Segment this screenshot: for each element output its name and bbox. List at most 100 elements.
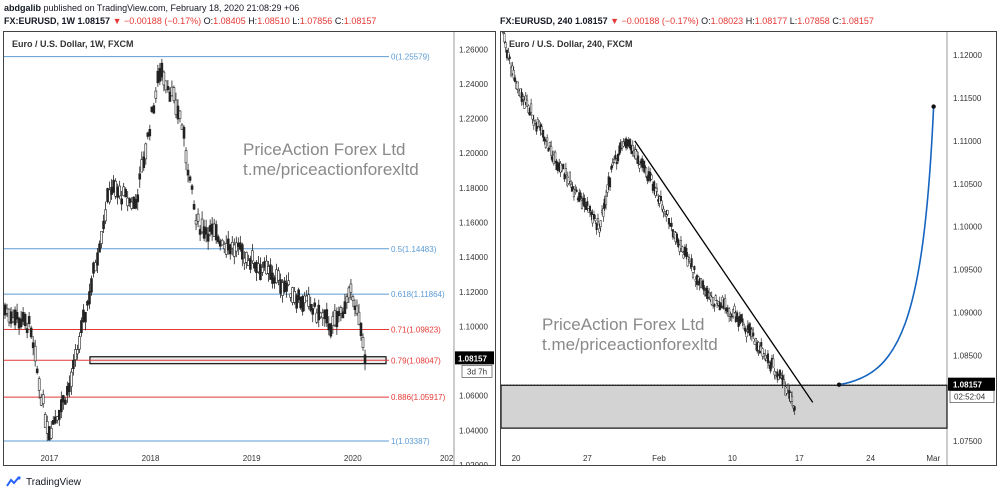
left-candle-body (194, 219, 198, 225)
right-candle-body (503, 33, 506, 43)
left-chart-pane[interactable]: 1.26000 1.24000 1.22000 1.20000 1.18000 1.160… (3, 31, 496, 466)
right-h-label: H: (745, 16, 755, 26)
right-symbol[interactable]: FX:EURUSD, 240 (500, 16, 573, 26)
right-candle-body (598, 228, 601, 233)
right-candle-body (778, 369, 782, 379)
left-candle-body (220, 239, 224, 246)
left-candle-body (146, 132, 150, 137)
left-candle-body (138, 173, 142, 180)
left-candle-body (17, 317, 21, 329)
right-candle-body (670, 222, 673, 227)
left-candle-body (166, 86, 170, 91)
right-candle-body (693, 266, 696, 271)
left-candle-body (337, 311, 341, 317)
left-candle-body (128, 198, 132, 204)
left-candle-body (100, 230, 103, 244)
left-candle-body (349, 283, 353, 293)
left-candle-body (317, 304, 321, 321)
right-high: 1.08177 (754, 16, 788, 26)
left-candle-body (293, 290, 296, 303)
right-candle-body (535, 122, 538, 132)
tradingview-brand: TradingView (26, 476, 82, 488)
right-candle-body (682, 254, 685, 259)
right-candle-body (563, 173, 566, 180)
left-candle-body (345, 296, 349, 303)
right-zone-box (501, 384, 948, 429)
right-x-tick: 10 (728, 454, 737, 463)
left-candle-body (188, 176, 192, 181)
left-l-label: L: (292, 16, 300, 26)
right-x-tick: 24 (866, 454, 875, 463)
right-candle-body (687, 257, 691, 260)
left-symbol[interactable]: FX:EURUSD, 1W (4, 16, 76, 26)
right-candle-body (595, 223, 598, 230)
right-candle-body (740, 314, 743, 323)
right-candle-body (764, 354, 767, 360)
right-candle-body (762, 353, 765, 357)
left-candle-body (255, 261, 258, 274)
right-y-tick: 1.08500 (953, 351, 982, 360)
left-candle-body (279, 279, 282, 294)
right-candle-body (642, 160, 645, 169)
right-candle-body (618, 145, 621, 155)
right-candle-body (681, 246, 684, 253)
right-candle-body (661, 204, 664, 210)
right-x-tick: Mar (926, 454, 940, 463)
left-candle-body (144, 143, 148, 160)
right-candle-body (758, 350, 761, 354)
left-candle-body (11, 317, 15, 323)
right-candle-body (720, 304, 723, 308)
left-candle-body (122, 186, 125, 196)
left-candle-body (160, 62, 164, 78)
left-candle-body (253, 262, 256, 269)
right-candle-body (650, 174, 653, 180)
left-candle-body (218, 240, 222, 247)
right-projection-curve (838, 106, 935, 386)
left-candle-body (237, 242, 240, 247)
tradingview-logo[interactable]: TradingView (6, 476, 81, 488)
left-chart-canvas[interactable]: 1.26000 1.24000 1.22000 1.20000 1.18000 1.160… (4, 32, 495, 465)
left-candle-body (192, 204, 196, 210)
left-candle-body (313, 302, 317, 307)
right-x-tick: 20 (512, 454, 521, 463)
left-fib-label: 1(1.03387) (391, 437, 430, 446)
left-x-tick: 2018 (142, 454, 160, 463)
footer: TradingView (0, 470, 1000, 494)
left-candle-body (170, 86, 174, 97)
left-candle-body (60, 399, 63, 413)
left-x-tick: 2019 (243, 454, 261, 463)
left-y-tick: 1.02000 (459, 461, 488, 465)
left-high: 1.08510 (257, 16, 290, 26)
left-candle-body (37, 378, 41, 391)
right-candle-body (511, 65, 514, 74)
right-candle-body (752, 332, 755, 337)
author-name[interactable]: abdgalib (4, 3, 42, 13)
right-candle-body (659, 196, 662, 201)
right-candle-body (638, 164, 641, 169)
left-candle-body (49, 427, 53, 439)
left-x-tick: 2017 (41, 454, 59, 463)
down-arrow-icon: ▼ (610, 16, 620, 26)
left-candle-body (140, 159, 144, 173)
right-y-tick: 1.12000 (953, 51, 982, 60)
publish-info: abdgalib published on TradingView.com, F… (4, 3, 299, 13)
left-open: 1.08405 (213, 16, 246, 26)
left-candle-body (62, 395, 65, 403)
right-chart-canvas[interactable]: 1.12000 1.11500 1.11000 1.10500 1.10000 1.095… (501, 32, 996, 465)
left-candle-body (98, 243, 101, 253)
left-candle-body (269, 264, 272, 280)
right-candle-body (544, 141, 547, 148)
right-candle-body (548, 142, 551, 147)
left-candle-body (156, 70, 160, 84)
left-candle-body (176, 105, 180, 120)
right-candle-body (685, 247, 688, 257)
left-candle-body (271, 272, 274, 284)
right-candle-body (708, 292, 711, 298)
right-candle-body (617, 153, 620, 162)
right-candle-body (728, 308, 731, 317)
right-chart-pane[interactable]: 1.12000 1.11500 1.11000 1.10500 1.10000 1.095… (500, 31, 997, 466)
left-candle-body (214, 224, 218, 241)
left-candle-body (55, 416, 59, 421)
right-x-tick: 17 (795, 454, 804, 463)
right-candle-body (637, 155, 640, 164)
